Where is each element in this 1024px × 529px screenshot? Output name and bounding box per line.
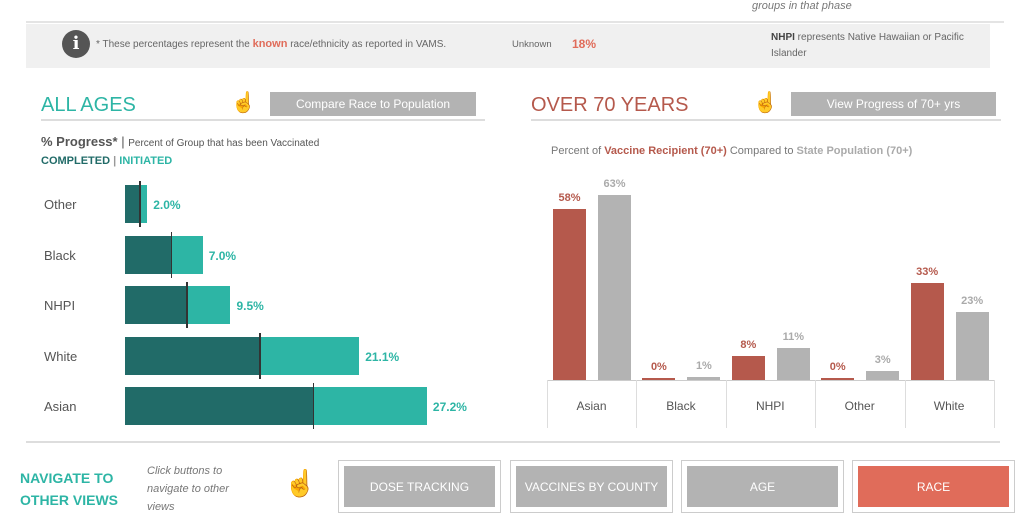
hand-pointer-icon: ☝ bbox=[753, 92, 778, 114]
category-label: Other bbox=[844, 399, 875, 413]
divider bbox=[26, 21, 1004, 23]
unknown-value: 18% bbox=[572, 37, 597, 51]
category-label: NHPI bbox=[44, 298, 76, 313]
category-label: White bbox=[933, 399, 965, 413]
value-label: 0% bbox=[829, 361, 846, 373]
navigate-title: NAVIGATE TO OTHER VIEWS bbox=[20, 470, 119, 508]
population-bar bbox=[687, 377, 721, 380]
category-label: Black bbox=[666, 399, 696, 413]
chart-caption: Percent of Vaccine Recipient (70+) Compa… bbox=[551, 145, 913, 157]
top-note: groups in that phase bbox=[752, 0, 852, 12]
reference-line bbox=[186, 282, 188, 328]
value-label: 2.0% bbox=[153, 198, 181, 212]
population-bar bbox=[866, 371, 900, 380]
completed-bar bbox=[125, 286, 187, 324]
legend: COMPLETED | INITIATED bbox=[41, 155, 173, 167]
value-label: 3% bbox=[874, 354, 891, 367]
category-label: Black bbox=[44, 247, 76, 263]
axis-line bbox=[547, 380, 994, 381]
population-bar bbox=[955, 312, 989, 380]
value-label: 58% bbox=[558, 192, 581, 205]
recipient-bar bbox=[553, 209, 586, 380]
value-label: 0% bbox=[650, 361, 667, 373]
reference-line bbox=[259, 332, 261, 379]
divider bbox=[26, 441, 1000, 443]
category-label: White bbox=[44, 348, 78, 364]
recipient-bar bbox=[642, 378, 676, 380]
category-label: Other bbox=[44, 197, 77, 212]
recipient-bar bbox=[910, 282, 944, 380]
population-bar bbox=[598, 194, 631, 380]
completed-bar bbox=[125, 336, 260, 375]
recipient-bar bbox=[821, 378, 855, 380]
progress-subtitle: % Progress* | Percent of Group that has … bbox=[41, 134, 320, 149]
divider bbox=[725, 380, 727, 428]
divider bbox=[636, 380, 638, 428]
category-label: Asian bbox=[44, 399, 77, 414]
value-label: 9.5% bbox=[236, 299, 264, 313]
info-icon: i bbox=[62, 30, 90, 58]
age-button[interactable]: AGE bbox=[681, 460, 844, 513]
recipient-bar bbox=[731, 356, 765, 380]
value-label: 27.2% bbox=[432, 400, 467, 414]
dose-tracking-button[interactable]: DOSE TRACKING bbox=[338, 460, 501, 513]
unknown-label: Unknown bbox=[512, 39, 552, 50]
completed-bar bbox=[125, 387, 313, 425]
divider bbox=[531, 119, 1001, 121]
completed-bar bbox=[125, 185, 140, 223]
hand-pointer-icon: ☝ bbox=[284, 468, 317, 498]
divider bbox=[904, 380, 906, 428]
value-label: 11% bbox=[782, 330, 804, 343]
reference-line bbox=[139, 181, 141, 227]
value-label: 63% bbox=[603, 177, 626, 190]
navigate-hint: Click buttons to navigate to other views bbox=[147, 465, 229, 513]
compare-race-button[interactable]: Compare Race to Population bbox=[270, 92, 476, 116]
divider bbox=[547, 380, 548, 428]
nhpi-note: NHPI represents Native Hawaiian or Pacif… bbox=[771, 32, 964, 59]
value-label: 1% bbox=[695, 360, 712, 373]
value-label: 8% bbox=[740, 339, 757, 352]
divider bbox=[993, 380, 995, 428]
value-label: 23% bbox=[961, 295, 984, 308]
over-70-title: OVER 70 YEARS bbox=[531, 94, 689, 116]
value-label: 21.1% bbox=[365, 349, 400, 364]
view-progress-70-button[interactable]: View Progress of 70+ yrs bbox=[791, 92, 996, 116]
race-button[interactable]: RACE bbox=[852, 460, 1015, 513]
category-label: NHPI bbox=[755, 399, 785, 413]
all-ages-title: ALL AGES bbox=[41, 94, 136, 116]
completed-bar bbox=[125, 235, 171, 274]
info-text: * These percentages represent the known … bbox=[96, 38, 447, 50]
reference-line bbox=[312, 383, 315, 429]
value-label: 33% bbox=[916, 265, 939, 278]
value-label: 7.0% bbox=[208, 248, 237, 263]
divider bbox=[815, 380, 817, 428]
population-bar bbox=[776, 347, 810, 380]
hand-pointer-icon: ☝ bbox=[231, 92, 256, 114]
category-label: Asian bbox=[576, 399, 607, 413]
divider bbox=[41, 119, 485, 121]
vaccines-by-county-button[interactable]: VACCINES BY COUNTY bbox=[510, 460, 673, 513]
info-bar bbox=[26, 24, 990, 68]
reference-line bbox=[170, 231, 172, 278]
